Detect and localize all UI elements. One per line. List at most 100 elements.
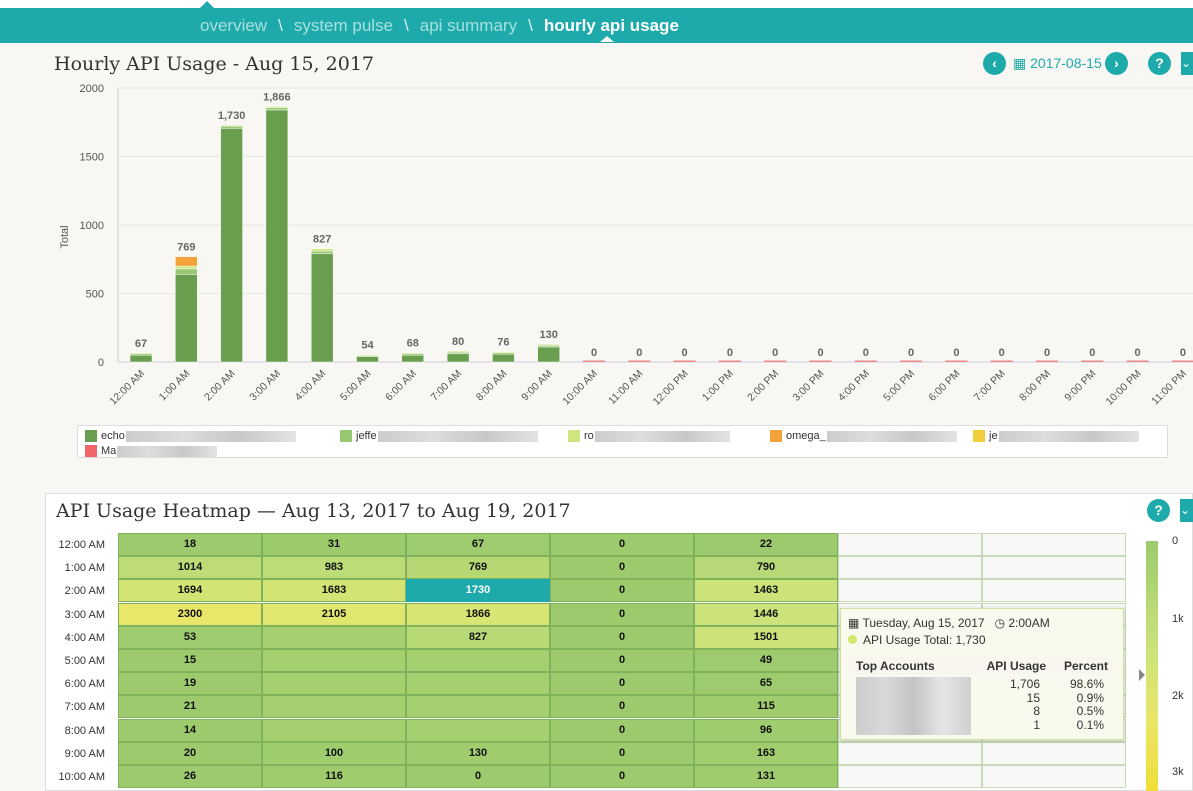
heatmap-cell[interactable]: 2105 [262, 602, 406, 626]
heatmap-cell[interactable]: 1683 [262, 579, 406, 603]
crumb-api-summary[interactable]: api summary [419, 15, 518, 35]
heatmap-cell[interactable] [262, 625, 406, 649]
bar-segment[interactable] [265, 106, 289, 108]
heatmap-cell[interactable]: 0 [550, 625, 694, 649]
heatmap-cell[interactable] [406, 695, 550, 719]
bar-segment[interactable] [220, 128, 243, 363]
heatmap-cell[interactable]: 2300 [118, 602, 262, 626]
bar-segment[interactable] [175, 268, 198, 275]
heatmap-cell[interactable]: 0 [550, 649, 694, 672]
legend-item[interactable]: Ma [85, 445, 218, 457]
heatmap-cell[interactable]: 0 [550, 695, 694, 719]
heatmap-help-button[interactable]: ? [1147, 499, 1170, 522]
heatmap-cell[interactable]: 15 [118, 649, 262, 672]
heatmap-cell[interactable]: 67 [406, 533, 550, 556]
heatmap-cell[interactable] [982, 765, 1126, 788]
bar-segment[interactable] [401, 354, 425, 363]
heatmap-cell[interactable]: 0 [550, 602, 694, 626]
legend-item[interactable]: je [973, 430, 1139, 442]
heatmap-cell[interactable]: 1694 [118, 579, 262, 603]
heatmap-cell[interactable]: 1446 [694, 602, 838, 626]
heatmap-cell[interactable]: 1014 [118, 556, 262, 580]
heatmap-cell[interactable]: 0 [550, 533, 694, 556]
heatmap-cell[interactable]: 1730 [406, 579, 550, 603]
heatmap-cell[interactable] [406, 672, 550, 696]
bar-segment[interactable] [356, 354, 379, 356]
heatmap-cell[interactable] [262, 672, 406, 696]
bar-segment[interactable] [446, 350, 470, 353]
legend-item[interactable]: echo [85, 430, 296, 442]
heatmap-cell[interactable] [262, 718, 406, 742]
heatmap-cell[interactable] [982, 533, 1126, 556]
heatmap-cell[interactable] [838, 765, 982, 788]
heatmap-cell[interactable]: 26 [118, 765, 262, 788]
crumb-overview[interactable]: overview [200, 15, 268, 35]
heatmap-cell[interactable] [262, 649, 406, 672]
heatmap-cell[interactable]: 0 [550, 556, 694, 580]
heatmap-cell[interactable] [838, 579, 982, 603]
bar-segment[interactable] [129, 352, 153, 355]
heatmap-cell[interactable]: 0 [550, 718, 694, 742]
heatmap-cell[interactable] [406, 649, 550, 672]
date-picker[interactable]: ▦ 2017-08-15 [1013, 55, 1102, 72]
heatmap-collapse-chevron-icon[interactable]: ⌄ [1180, 499, 1193, 522]
bar-segment[interactable] [356, 356, 379, 363]
bar-segment[interactable] [310, 250, 334, 255]
crumb-system-pulse[interactable]: system pulse [293, 15, 394, 35]
heatmap-cell[interactable]: 1501 [694, 625, 838, 649]
heatmap-cell[interactable]: 65 [694, 672, 838, 696]
heatmap-cell[interactable]: 20 [118, 741, 262, 765]
bar-segment[interactable] [446, 353, 470, 363]
heatmap-cell[interactable]: 131 [694, 765, 838, 788]
bar-segment[interactable] [537, 346, 560, 363]
heatmap-cell[interactable]: 22 [694, 533, 838, 556]
heatmap-cell[interactable]: 130 [406, 741, 550, 765]
heatmap-cell[interactable] [982, 741, 1126, 765]
heatmap-cell[interactable]: 163 [694, 741, 838, 765]
bar-segment[interactable] [175, 274, 198, 363]
bar-segment[interactable] [175, 265, 198, 270]
heatmap-cell[interactable] [406, 718, 550, 742]
bar-segment[interactable] [310, 248, 334, 252]
heatmap-cell[interactable] [838, 741, 982, 765]
bar-segment[interactable] [492, 353, 515, 363]
heatmap-cell[interactable]: 1866 [406, 602, 550, 626]
bar-segment[interactable] [265, 107, 289, 111]
heatmap-cell[interactable]: 827 [406, 625, 550, 649]
heatmap-cell[interactable]: 100 [262, 741, 406, 765]
heatmap-cell[interactable]: 31 [262, 533, 406, 556]
collapse-chevron-icon[interactable]: ⌄ [1181, 52, 1193, 75]
legend-item[interactable]: omega_ [770, 430, 957, 442]
heatmap-cell[interactable]: 0 [550, 672, 694, 696]
bar-segment[interactable] [220, 125, 243, 129]
bar-segment[interactable] [175, 256, 198, 267]
bar-segment[interactable] [537, 343, 560, 346]
next-date-button[interactable]: › [1105, 52, 1128, 75]
heatmap-cell[interactable]: 14 [118, 718, 262, 742]
legend-item[interactable]: ro [568, 430, 730, 442]
heatmap-cell[interactable]: 790 [694, 556, 838, 580]
bar-segment[interactable] [265, 109, 289, 363]
heatmap-cell[interactable]: 769 [406, 556, 550, 580]
heatmap-cell[interactable]: 18 [118, 533, 262, 556]
heatmap-cell[interactable] [982, 556, 1126, 580]
heatmap-cell[interactable] [262, 695, 406, 719]
heatmap-cell[interactable]: 0 [550, 765, 694, 788]
heatmap-cell[interactable]: 19 [118, 672, 262, 696]
heatmap-cell[interactable]: 1463 [694, 579, 838, 603]
heatmap-cell[interactable]: 0 [550, 741, 694, 765]
heatmap-cell[interactable]: 115 [694, 695, 838, 719]
bar-segment[interactable] [129, 354, 153, 363]
heatmap-cell[interactable] [838, 556, 982, 580]
heatmap-cell[interactable] [982, 579, 1126, 603]
heatmap-cell[interactable]: 0 [550, 579, 694, 603]
heatmap-cell[interactable] [838, 533, 982, 556]
legend-item[interactable]: jeffe [340, 430, 538, 442]
heatmap-cell[interactable]: 21 [118, 695, 262, 719]
heatmap-cell[interactable]: 96 [694, 718, 838, 742]
help-button[interactable]: ? [1148, 52, 1171, 75]
bar-segment[interactable] [492, 351, 515, 353]
bar-segment[interactable] [310, 253, 334, 363]
bar-segment[interactable] [401, 352, 425, 355]
prev-date-button[interactable]: ‹ [983, 52, 1006, 75]
